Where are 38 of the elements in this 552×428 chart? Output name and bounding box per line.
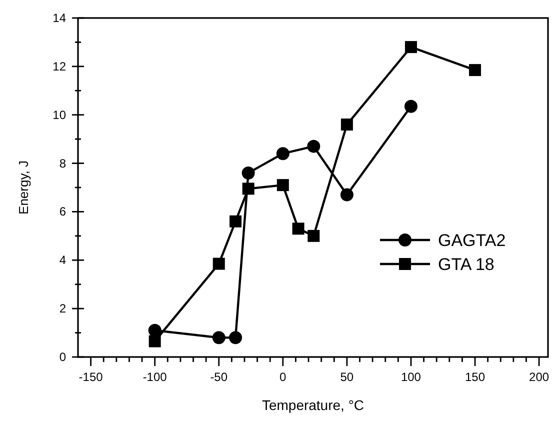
point (340, 118, 353, 131)
x-tick-label: 200 (529, 370, 550, 384)
y-axis-title: Energy, J (16, 160, 31, 214)
y-tick-label: 14 (52, 11, 66, 25)
point (148, 335, 161, 348)
point (340, 188, 354, 202)
point (148, 324, 162, 337)
x-tick-label: 150 (464, 370, 486, 384)
y-tick-label: 10 (52, 108, 66, 122)
point (212, 258, 225, 270)
x-tick-label: -150 (78, 370, 104, 384)
y-tick-label: 8 (59, 156, 66, 170)
y-tick-label: 0 (59, 350, 66, 364)
y-tick-label: 4 (59, 253, 66, 268)
point (230, 215, 242, 228)
y-tick-label: 12 (52, 59, 66, 74)
x-tick-label: 50 (340, 370, 354, 384)
point (229, 331, 242, 344)
point (212, 331, 226, 344)
x-tick-label: -100 (142, 370, 168, 384)
point (404, 41, 417, 54)
x-axis-title: Temperature, °C (262, 397, 364, 413)
point (276, 147, 290, 160)
y-tick-label: 2 (59, 302, 66, 316)
point (242, 182, 254, 195)
legend-label: GAGTA2 (438, 231, 506, 250)
y-tick-label: 6 (59, 204, 66, 219)
point (404, 100, 418, 113)
point (308, 230, 320, 242)
point (242, 166, 255, 180)
x-tick-label: -50 (210, 370, 228, 384)
x-tick-label: 100 (400, 370, 422, 384)
legend-label: GTA 18 (438, 255, 494, 274)
point (307, 140, 320, 153)
point (276, 179, 289, 192)
point (469, 64, 482, 76)
x-tick-label: 0 (280, 370, 287, 384)
point (292, 222, 304, 235)
